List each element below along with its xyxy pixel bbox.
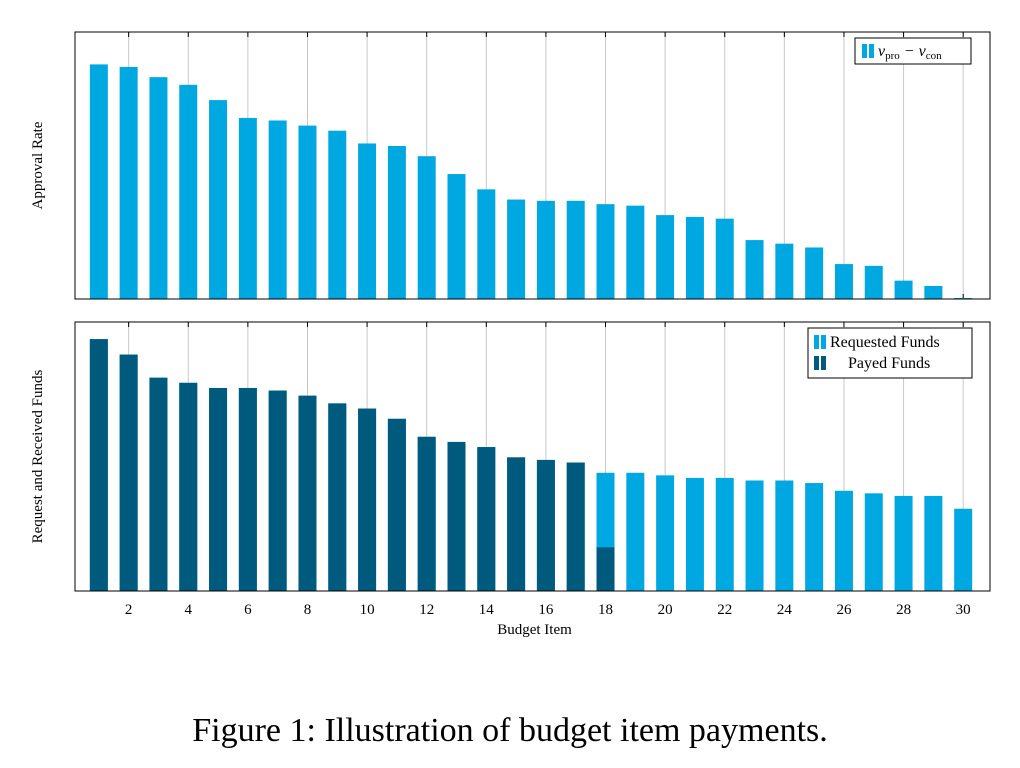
- bar: [894, 280, 913, 299]
- legend-label: Payed Funds: [848, 355, 930, 372]
- bar: [447, 441, 466, 591]
- bar: [179, 382, 198, 591]
- legend-swatch: [862, 44, 867, 58]
- x-tick-label: 8: [304, 602, 312, 618]
- x-tick-label: 16: [538, 602, 554, 618]
- x-axis-label: Budget Item: [497, 622, 572, 638]
- approval-rate-panel: Approval Rate vpro − vcon: [30, 31, 991, 300]
- bar: [536, 200, 555, 299]
- x-tick-label: 10: [360, 602, 375, 618]
- bar: [149, 77, 168, 300]
- x-tick-label: 12: [419, 602, 434, 618]
- x-tick-label: 24: [777, 602, 793, 618]
- bar: [328, 403, 347, 591]
- x-tick-label: 26: [836, 602, 852, 618]
- bar: [626, 205, 645, 299]
- bar: [834, 264, 853, 299]
- bar: [954, 508, 973, 591]
- x-tick-label: 20: [658, 602, 673, 618]
- bar: [685, 477, 704, 591]
- bar: [954, 297, 973, 299]
- bar: [358, 408, 377, 591]
- bar: [477, 189, 496, 299]
- bar: [656, 215, 675, 299]
- bar: [745, 480, 764, 591]
- bar: [566, 200, 585, 299]
- legend-label: vpro − vcon: [878, 43, 942, 62]
- bar: [328, 130, 347, 299]
- bar: [596, 547, 615, 591]
- bar: [775, 243, 794, 299]
- figure-caption: Figure 1: Illustration of budget item pa…: [192, 712, 828, 749]
- bar: [89, 64, 108, 300]
- bar: [209, 100, 228, 299]
- bar: [119, 354, 138, 591]
- bar: [715, 477, 734, 591]
- y-axis-label: Approval Rate: [30, 121, 46, 209]
- legend-swatch: [814, 356, 819, 370]
- bar: [89, 339, 108, 591]
- bar: [834, 490, 853, 591]
- legend-box: [807, 327, 973, 379]
- bar: [119, 66, 138, 299]
- bar: [298, 395, 317, 591]
- bar: [715, 218, 734, 299]
- bar: [507, 199, 526, 299]
- x-tick-label: 22: [717, 602, 732, 618]
- x-tick-label: 6: [244, 602, 252, 618]
- x-tick-label: 2: [125, 602, 133, 618]
- legend-box: [854, 37, 972, 65]
- bar: [566, 462, 585, 591]
- x-tick-label: 18: [598, 602, 613, 618]
- bar: [775, 480, 794, 591]
- bar: [417, 436, 436, 591]
- bar: [268, 390, 287, 591]
- legend-swatch: [821, 335, 826, 349]
- bar: [268, 120, 287, 299]
- bar: [447, 174, 466, 299]
- bar: [477, 447, 496, 591]
- legend-label: Requested Funds: [830, 334, 940, 351]
- bar: [209, 387, 228, 591]
- bar: [507, 457, 526, 591]
- plot-frame: [74, 321, 991, 592]
- x-tick-label: 28: [896, 602, 911, 618]
- bar: [417, 156, 436, 299]
- bar: [298, 125, 317, 299]
- bar: [894, 495, 913, 591]
- bar: [924, 285, 943, 299]
- x-tick-label: 14: [479, 602, 495, 618]
- funds-panel: Request and Received Funds Requested Fund…: [30, 321, 991, 638]
- legend-swatch: [869, 44, 874, 58]
- plot-frame: [74, 31, 991, 300]
- legend-swatch: [814, 335, 819, 349]
- bar: [387, 146, 406, 299]
- bar: [179, 84, 198, 299]
- bar: [626, 472, 645, 591]
- bar: [238, 117, 257, 299]
- bar: [864, 493, 883, 591]
- bar: [387, 418, 406, 591]
- bar: [745, 240, 764, 299]
- bar: [536, 459, 555, 591]
- legend-swatch: [821, 356, 826, 370]
- bar: [149, 377, 168, 591]
- bar: [358, 143, 377, 299]
- bar: [238, 387, 257, 591]
- x-tick-label: 4: [185, 602, 193, 618]
- bar: [685, 216, 704, 299]
- bar: [805, 247, 824, 299]
- bar: [864, 265, 883, 299]
- y-axis-label: Request and Received Funds: [30, 369, 46, 543]
- x-tick-label: 30: [956, 602, 971, 618]
- bar: [805, 483, 824, 591]
- bar: [596, 204, 615, 299]
- bar: [656, 475, 675, 591]
- bar: [924, 495, 943, 591]
